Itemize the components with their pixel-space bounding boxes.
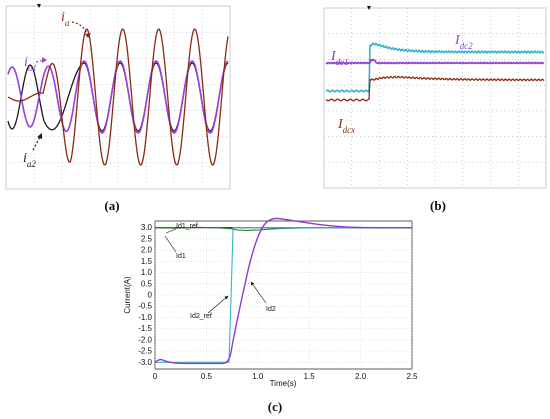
y-tick-label: 1.5 [141, 257, 153, 266]
y-tick-label: 2.5 [141, 234, 153, 243]
x-axis-title: Time(s) [270, 379, 297, 388]
annotation-id1-ref: Id1_ref [165, 223, 198, 234]
annotation-id2-text: Id2 [266, 306, 276, 313]
panel-b-label: (b) [430, 198, 446, 213]
panel-c-label: (c) [268, 399, 282, 414]
ia1-arrow-head-icon [42, 57, 47, 63]
panel-a-label: (a) [104, 198, 119, 213]
y-tick-label: -1.5 [138, 324, 152, 333]
y-tick-label: 0 [148, 291, 153, 300]
y-tick-label: 2.0 [141, 246, 153, 255]
y-tick-label: -2.5 [138, 347, 152, 356]
panel-c: 3.0 2.5 2.0 1.5 1.0 0.5 0 -0.5 -1.0 -1.5 -2.0 -2.5 -… [123, 217, 418, 414]
annotation-id2: Id2 [250, 281, 276, 313]
scope-b-traces [325, 41, 545, 102]
ia1-arrow [35, 59, 45, 63]
annotation-id2-ref: Id2_ref [190, 295, 229, 320]
x-tick-label: 0 [153, 372, 158, 381]
annotation-id1-leader [164, 235, 177, 253]
x-tick-label: 1.0 [252, 372, 264, 381]
x-tick-label: 1.5 [304, 372, 316, 381]
annotation-id2-ref-text: Id2_ref [190, 313, 212, 320]
ia-arrow-head-icon [85, 33, 91, 38]
panel-a: ia ia1 ia2 (a) [5, 4, 231, 213]
x-tick-label: 2.5 [406, 372, 418, 381]
trigger-marker-icon [37, 4, 41, 8]
plot-c-x-ticks: 0 0.5 1.0 1.5 2.0 2.5 [153, 372, 418, 381]
x-tick-label: 2.0 [355, 372, 367, 381]
y-tick-label: -3.0 [138, 358, 152, 367]
scope-b-grid [324, 8, 546, 188]
y-tick-label: -1.0 [138, 313, 152, 322]
annotation-id1: Id1 [164, 235, 186, 260]
plot-c-series [154, 217, 412, 365]
svg-text:ia: ia [61, 10, 70, 28]
y-axis-title: Current(A) [123, 276, 132, 314]
y-tick-label: -0.5 [138, 302, 152, 311]
trace-idc2 [325, 41, 545, 93]
y-tick-label: 3.0 [141, 223, 153, 232]
scope-a-traces [7, 28, 229, 166]
series-id2-ref [155, 227, 412, 363]
annotation-id2-ref-arrow [207, 295, 229, 314]
y-tick-label: 1.0 [141, 268, 153, 277]
annotation-id1-ref-text: Id1_ref [176, 223, 198, 230]
plot-c-y-ticks: 3.0 2.5 2.0 1.5 1.0 0.5 0 -0.5 -1.0 -1.5 -2.0 -2.5 -… [138, 223, 152, 367]
annotation-id1-text: Id1 [176, 253, 186, 260]
panel-b: Idc1 Idc2 Idcx (b) [323, 6, 547, 213]
trace-ia [7, 28, 229, 166]
y-tick-label: -2.0 [138, 335, 152, 344]
trigger-marker-icon [367, 6, 371, 10]
trace-idcx [325, 75, 545, 102]
annotation-id1-ref-leader [165, 228, 177, 234]
trace-idc1 [325, 58, 545, 65]
trace-label-ia: ia [61, 10, 91, 38]
ia2-arrow-head-icon [37, 133, 42, 139]
ia2-arrow [32, 136, 41, 151]
scope-b-frame [323, 7, 547, 189]
plot-c-frame [154, 220, 413, 370]
trace-ia1 [7, 60, 229, 134]
series-id2 [154, 217, 412, 365]
x-tick-label: 0.5 [201, 372, 213, 381]
y-tick-label: 0.5 [141, 279, 153, 288]
annotation-id2-arrow [250, 281, 267, 304]
